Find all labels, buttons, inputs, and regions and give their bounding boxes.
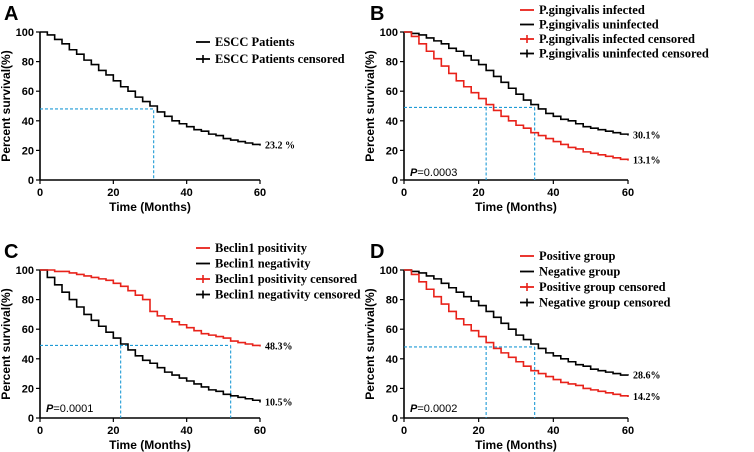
- legend: ESCC Patients ESCC Patients censored: [196, 35, 345, 66]
- x-tick-label: 20: [473, 425, 485, 437]
- end-survival-label: 10.5%: [265, 397, 293, 408]
- survival-curve: [404, 31, 629, 161]
- panel-d: D 0 20 40 60 80 100 0 20 40 60 Time (Months) Percent…: [363, 241, 671, 452]
- x-axis-label: Time (Months): [109, 200, 191, 214]
- panel-letter: C: [4, 241, 18, 263]
- legend-entry: Negative group censored: [539, 296, 671, 310]
- y-axis-label: Percent survival(%): [0, 288, 13, 399]
- survival-curve: [404, 31, 629, 136]
- legend-entry: Beclin1 negativity censored: [215, 288, 361, 302]
- y-tick-label: 60: [22, 324, 34, 336]
- end-survival-label: 23.2 %: [265, 141, 295, 152]
- y-tick-label: 0: [392, 175, 398, 187]
- y-tick-label: 0: [28, 175, 34, 187]
- y-axis-label: Percent survival(%): [363, 50, 377, 161]
- p-value-label: P=0.0003: [410, 167, 457, 179]
- survival-curve: [404, 269, 629, 397]
- y-tick-label: 80: [386, 295, 398, 307]
- x-axis-label: Time (Months): [109, 438, 191, 452]
- y-tick-label: 60: [386, 86, 398, 98]
- end-survival-label: 30.1%: [633, 130, 661, 141]
- legend-entry: Beclin1 positivity censored: [215, 272, 357, 286]
- end-survival-label: 14.2%: [633, 392, 661, 403]
- panel-letter: B: [370, 3, 384, 25]
- y-tick-label: 40: [386, 116, 398, 128]
- legend-entry: ESCC Patients censored: [215, 52, 345, 66]
- y-tick-label: 20: [386, 145, 398, 157]
- legend-entry: Beclin1 negativity: [215, 257, 311, 271]
- x-tick-label: 0: [37, 187, 43, 199]
- y-tick-label: 20: [22, 383, 34, 395]
- x-tick-label: 40: [181, 187, 193, 199]
- legend-entry: ESCC Patients: [215, 35, 295, 49]
- survival-curve: [40, 269, 261, 347]
- y-tick-label: 40: [386, 354, 398, 366]
- y-tick-label: 80: [22, 295, 34, 307]
- x-tick-label: 40: [181, 425, 193, 437]
- end-survival-label: 28.6%: [633, 371, 661, 382]
- legend-entry: P.gingivalis uninfected censored: [539, 47, 709, 61]
- y-tick-label: 20: [22, 145, 34, 157]
- y-tick-label: 40: [22, 354, 34, 366]
- end-survival-label: 13.1%: [633, 156, 661, 167]
- panel-letter: A: [4, 3, 18, 25]
- x-tick-label: 40: [547, 187, 559, 199]
- legend-entry: Positive group: [539, 249, 616, 263]
- legend-entry: Positive group censored: [539, 280, 666, 294]
- y-tick-label: 20: [386, 383, 398, 395]
- y-tick-label: 60: [386, 324, 398, 336]
- y-tick-label: 80: [22, 57, 34, 69]
- y-tick-label: 100: [16, 27, 34, 39]
- legend-entry: Negative group: [539, 265, 620, 279]
- survival-curve: [40, 31, 261, 146]
- panel-c: C 0 20 40 60 80 100 0 20 40 60 Time (Months) Percent…: [0, 241, 361, 452]
- p-value-label: P=0.0001: [46, 403, 93, 415]
- median-guide: [40, 108, 155, 180]
- panel-b: B 0 20 40 60 80 100 0 20 40 60 Time (Months) Percent…: [363, 3, 709, 214]
- y-tick-label: 0: [392, 413, 398, 425]
- y-axis-label: Percent survival(%): [363, 288, 377, 399]
- x-tick-label: 0: [37, 425, 43, 437]
- x-tick-label: 0: [401, 425, 407, 437]
- x-tick-label: 20: [473, 187, 485, 199]
- survival-curve: [404, 269, 629, 376]
- panel-letter: D: [370, 241, 384, 263]
- end-survival-label: 48.3%: [265, 342, 293, 353]
- x-tick-label: 40: [547, 425, 559, 437]
- survival-curve: [40, 269, 261, 403]
- y-axis-label: Percent survival(%): [0, 50, 13, 161]
- legend-entry: P.gingivalis infected: [539, 3, 645, 17]
- y-tick-label: 80: [386, 57, 398, 69]
- legend-entry: P.gingivalis uninfected: [539, 18, 659, 32]
- y-tick-label: 100: [380, 265, 398, 277]
- x-tick-label: 0: [401, 187, 407, 199]
- y-tick-label: 100: [16, 265, 34, 277]
- p-value-label: P=0.0002: [410, 403, 457, 415]
- y-tick-label: 0: [28, 413, 34, 425]
- x-tick-label: 20: [107, 425, 119, 437]
- y-tick-label: 100: [380, 27, 398, 39]
- y-tick-label: 40: [22, 116, 34, 128]
- x-tick-label: 20: [107, 187, 119, 199]
- x-axis-label: Time (Months): [475, 200, 557, 214]
- panel-a: A 0 20 40 60 80 100 0 20 40 60 Time (Months) Percent…: [0, 3, 345, 214]
- x-axis-label: Time (Months): [475, 438, 557, 452]
- legend-entry: Beclin1 positivity: [215, 241, 308, 255]
- x-tick-label: 60: [254, 187, 266, 199]
- x-tick-label: 60: [622, 425, 634, 437]
- y-tick-label: 60: [22, 86, 34, 98]
- legend-entry: P.gingivalis infected censored: [539, 32, 695, 46]
- x-tick-label: 60: [254, 425, 266, 437]
- x-tick-label: 60: [622, 187, 634, 199]
